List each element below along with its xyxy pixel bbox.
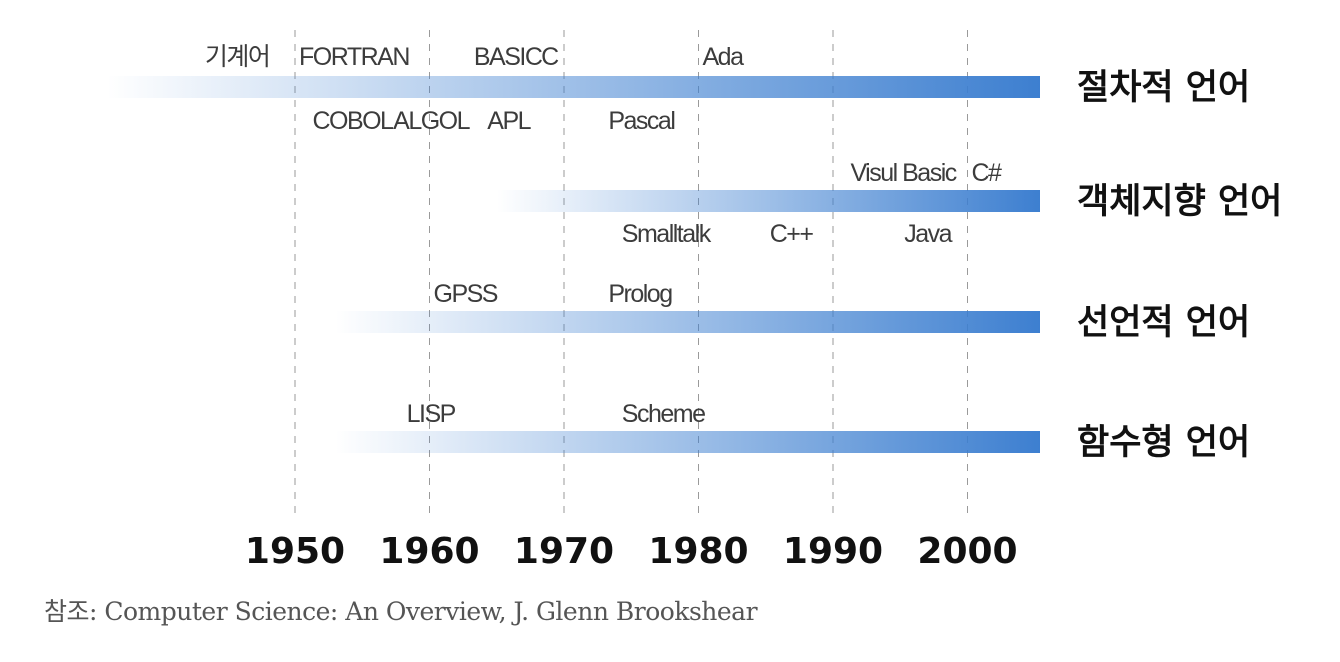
- language-label: GPSS: [434, 280, 498, 308]
- category-label: 절차적 언어: [1077, 68, 1250, 108]
- year-label: 2000: [917, 531, 1017, 572]
- language-label: Pascal: [608, 107, 674, 135]
- language-label: Ada: [703, 43, 745, 71]
- year-label: 1990: [783, 531, 883, 572]
- language-label: LISP: [407, 400, 456, 428]
- source-caption: 참조: Computer Science: An Overview, J. Gl…: [44, 597, 758, 626]
- language-label: C#: [972, 159, 1003, 187]
- year-axis: 1950 1960 1970 1980 1990 2000: [245, 531, 1018, 572]
- category-bar: [335, 431, 1041, 453]
- year-label: 1950: [245, 531, 345, 572]
- decade-grid: [294, 30, 968, 515]
- year-label: 1960: [379, 531, 479, 572]
- language-label: 기계어: [205, 43, 270, 71]
- year-label: 1980: [648, 531, 748, 572]
- language-label: Visul Basic: [850, 159, 956, 187]
- language-label: Java: [904, 220, 952, 248]
- language-label: Scheme: [622, 400, 705, 428]
- category-bars: [106, 76, 1041, 453]
- language-label: Smalltalk: [622, 220, 712, 248]
- language-label: FORTRAN: [299, 43, 409, 71]
- language-label: COBOL: [312, 107, 394, 135]
- category-bar: [335, 311, 1041, 333]
- language-label: C: [541, 43, 559, 71]
- category-label: 객체지향 언어: [1077, 182, 1282, 222]
- category-bar: [106, 76, 1040, 98]
- language-label: ALGOL: [393, 107, 470, 135]
- category-label: 선언적 언어: [1077, 303, 1250, 343]
- language-labels: 기계어 FORTRAN BASIC C Ada COBOL ALGOL APL Pascal Vi…: [205, 43, 1004, 428]
- language-label: C++: [770, 220, 814, 248]
- language-label: Prolog: [608, 280, 672, 308]
- language-label: BASIC: [474, 43, 543, 71]
- category-bar: [496, 190, 1040, 212]
- year-label: 1970: [514, 531, 614, 572]
- language-label: APL: [487, 107, 531, 135]
- category-label: 함수형 언어: [1077, 423, 1250, 463]
